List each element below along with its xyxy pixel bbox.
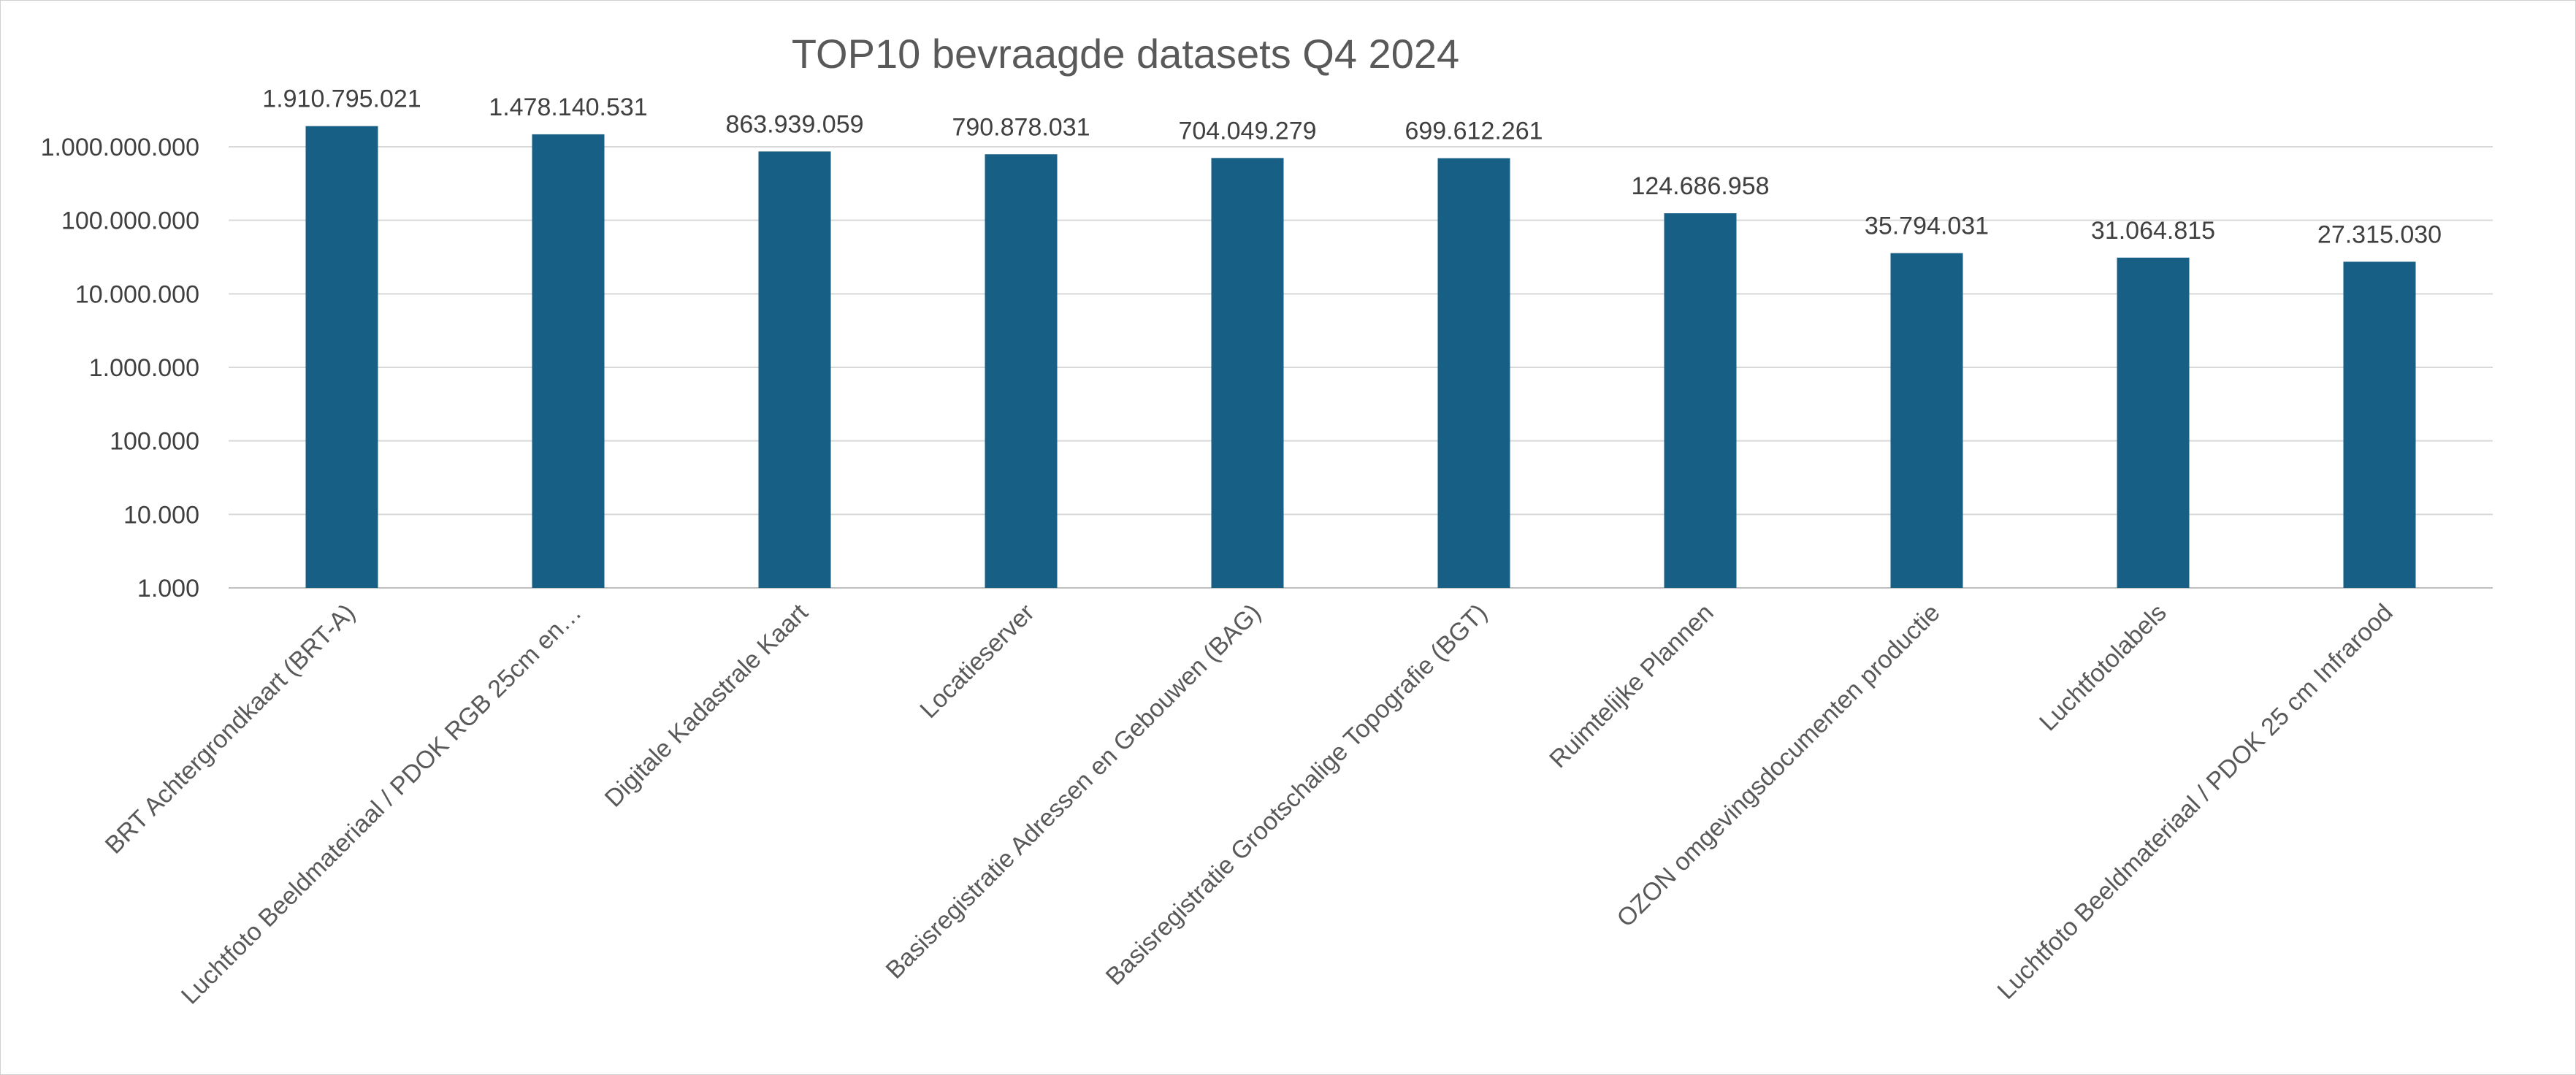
y-tick-label: 10.000 xyxy=(123,501,199,529)
y-tick-label: 100.000 xyxy=(110,428,199,456)
y-tick-label: 1.000 xyxy=(137,575,199,602)
bar xyxy=(1437,158,1510,589)
category-label: Basisregistratie Adressen en Gebouwen (B… xyxy=(881,599,1266,984)
bar xyxy=(1890,253,1963,588)
category-label: Digitale Kadastrale Kaart xyxy=(600,598,814,812)
category-label: Luchtfoto Beeldmateriaal / PDOK RGB 25cm… xyxy=(176,599,587,1010)
data-label: 1.478.140.531 xyxy=(489,93,647,121)
bar xyxy=(2117,257,2190,588)
category-label: BRT Achtergrondkaart (BRT-A) xyxy=(100,599,361,860)
y-tick-label: 1.000.000 xyxy=(89,354,199,382)
data-label: 704.049.279 xyxy=(1178,117,1316,145)
category-label: Locatieserver xyxy=(914,599,1039,724)
data-labels: 1.910.795.021 1.478.140.531 863.939.059 790… xyxy=(262,85,2442,249)
data-label: 124.686.958 xyxy=(1631,172,1769,200)
data-label: 699.612.261 xyxy=(1404,118,1543,145)
y-tick-label: 1.000.000.000 xyxy=(41,134,199,161)
bars xyxy=(305,126,2416,589)
category-label: Luchtfoto Beeldmateriaal / PDOK 25 cm In… xyxy=(1992,599,2399,1005)
bar xyxy=(2343,261,2416,588)
category-label: Luchtfotolabels xyxy=(2034,599,2172,737)
bar xyxy=(758,151,831,588)
bar xyxy=(305,126,378,589)
data-label: 790.878.031 xyxy=(952,113,1090,141)
data-label: 27.315.030 xyxy=(2317,221,2442,248)
data-label: 863.939.059 xyxy=(725,110,863,138)
x-axis-category-labels: BRT Achtergrondkaart (BRT-A)Luchtfoto Be… xyxy=(100,598,2399,1009)
y-tick-label: 10.000.000 xyxy=(75,280,199,308)
bar xyxy=(985,154,1058,589)
data-label: 1.910.795.021 xyxy=(262,85,421,113)
category-label: Ruimtelijke Plannen xyxy=(1544,599,1719,773)
chart-title: TOP10 bevraagde datasets Q4 2024 xyxy=(792,31,1459,77)
bar xyxy=(1664,213,1737,588)
category-label: Basisregistratie Grootschalige Topografi… xyxy=(1101,599,1493,991)
gridlines xyxy=(229,146,2493,589)
bar xyxy=(532,134,605,588)
data-label: 35.794.031 xyxy=(1865,213,1989,240)
y-axis-tick-labels: 1.000 10.000 100.000 1.000.000 10.000.000 100… xyxy=(41,134,199,602)
bar xyxy=(1211,158,1284,588)
y-tick-label: 100.000.000 xyxy=(61,207,199,235)
data-label: 31.064.815 xyxy=(2091,217,2215,245)
